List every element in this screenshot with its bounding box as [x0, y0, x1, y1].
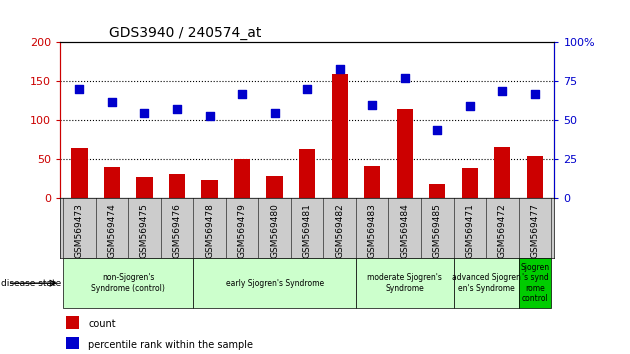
Text: GSM569480: GSM569480 [270, 203, 279, 258]
Text: GSM569472: GSM569472 [498, 203, 507, 258]
Text: GSM569477: GSM569477 [530, 203, 539, 258]
Bar [136, 177, 152, 198]
Point [237, 91, 247, 97]
Bar [234, 159, 250, 198]
Bar [518, 258, 551, 308]
Bar [356, 258, 454, 308]
Point [205, 113, 215, 119]
Text: Sjogren
's synd
rome
control: Sjogren 's synd rome control [520, 263, 549, 303]
Point [335, 66, 345, 72]
Bar [63, 258, 193, 308]
Bar [71, 148, 88, 198]
Bar [266, 176, 283, 198]
Text: advanced Sjogren
en's Syndrome: advanced Sjogren en's Syndrome [452, 274, 520, 293]
Text: GSM569481: GSM569481 [302, 203, 312, 258]
Bar [462, 168, 478, 198]
Text: GSM569475: GSM569475 [140, 203, 149, 258]
Text: GSM569474: GSM569474 [107, 203, 117, 258]
Text: non-Sjogren's
Syndrome (control): non-Sjogren's Syndrome (control) [91, 274, 165, 293]
Bar [527, 156, 543, 198]
Bar [397, 109, 413, 198]
Point [465, 103, 475, 109]
Text: GSM569485: GSM569485 [433, 203, 442, 258]
Text: GSM569483: GSM569483 [368, 203, 377, 258]
Point [399, 75, 410, 81]
Point [139, 110, 149, 115]
Point [367, 102, 377, 108]
Text: GSM569484: GSM569484 [400, 203, 410, 258]
Text: GSM569482: GSM569482 [335, 203, 344, 258]
Point [302, 86, 312, 92]
Text: GSM569471: GSM569471 [466, 203, 474, 258]
Text: GDS3940 / 240574_at: GDS3940 / 240574_at [110, 26, 261, 40]
Bar [66, 337, 79, 349]
Point [270, 110, 280, 115]
Text: disease state: disease state [1, 279, 62, 288]
Bar [299, 149, 315, 198]
Point [107, 99, 117, 104]
Bar [331, 74, 348, 198]
Bar [454, 258, 518, 308]
Bar [66, 316, 79, 329]
Point [172, 107, 182, 112]
Point [74, 86, 84, 92]
Bar [494, 147, 510, 198]
Text: early Sjogren's Syndrome: early Sjogren's Syndrome [226, 279, 324, 288]
Text: GSM569478: GSM569478 [205, 203, 214, 258]
Point [530, 91, 540, 97]
Text: percentile rank within the sample: percentile rank within the sample [88, 340, 253, 350]
Bar [193, 258, 356, 308]
Point [497, 88, 507, 93]
Point [432, 127, 442, 132]
Text: GSM569479: GSM569479 [238, 203, 246, 258]
Bar [202, 180, 217, 198]
Text: moderate Sjogren's
Syndrome: moderate Sjogren's Syndrome [367, 274, 442, 293]
Bar [104, 167, 120, 198]
Bar [169, 174, 185, 198]
Bar [429, 184, 445, 198]
Text: count: count [88, 319, 116, 329]
Bar [364, 166, 381, 198]
Text: GSM569473: GSM569473 [75, 203, 84, 258]
Text: GSM569476: GSM569476 [173, 203, 181, 258]
